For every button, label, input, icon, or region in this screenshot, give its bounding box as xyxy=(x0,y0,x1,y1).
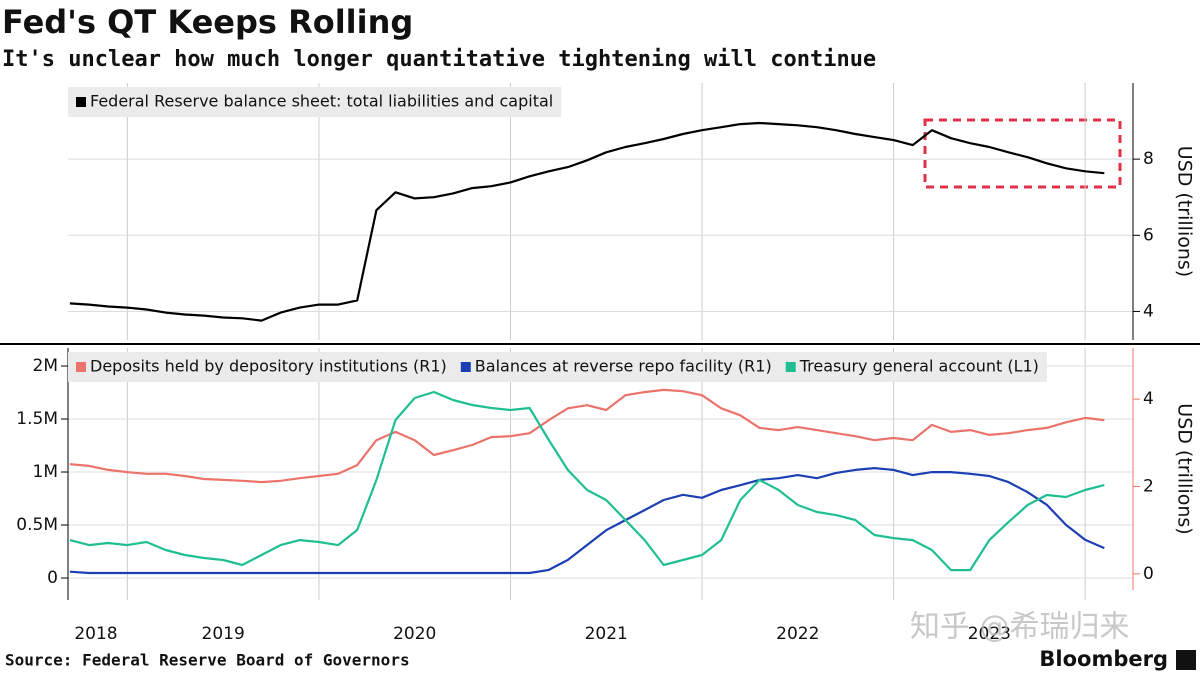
y-tick-label: 1M xyxy=(33,462,58,482)
title: Fed's QT Keeps Rolling xyxy=(2,3,413,41)
y-tick-label: 0.5M xyxy=(16,515,58,535)
legend-swatch xyxy=(785,362,796,372)
legend-background xyxy=(68,87,562,117)
legend-label: Balances at reverse repo facility (R1) xyxy=(475,357,772,376)
legend-label: Deposits held by depository institutions… xyxy=(90,357,447,376)
watermark: 知乎 @希瑞归来 xyxy=(910,610,1130,645)
plot-layer: 4 6 8 USD (trillions) Federal Reserve balanc… xyxy=(16,83,1196,644)
legend-swatch xyxy=(76,362,86,372)
y-tick-label: 0 xyxy=(47,568,58,588)
x-tick-label: 2019 xyxy=(202,624,245,644)
series-line xyxy=(69,121,1105,322)
x-tick-label: 2018 xyxy=(74,624,117,644)
y-tick-label: 2M xyxy=(33,356,58,376)
legend: Federal Reserve balance sheet: total lia… xyxy=(68,87,562,117)
y-tick-label: 1.5M xyxy=(16,409,58,429)
legend-label: Treasury general account (L1) xyxy=(799,357,1039,376)
x-tick-label: 2023 xyxy=(968,624,1011,644)
y-tick-label: 6 xyxy=(1143,225,1154,245)
axis-title: USD (trillions) xyxy=(1174,403,1196,534)
legend-background xyxy=(68,352,1047,382)
legend-label: Federal Reserve balance sheet: total lia… xyxy=(90,92,553,111)
y-tick-label: 4 xyxy=(1143,301,1154,321)
legend-swatch xyxy=(76,97,86,107)
subtitle: It's unclear how much longer quantitativ… xyxy=(2,47,876,72)
brand-icon xyxy=(1176,650,1196,670)
y2-tick-label: 2 xyxy=(1143,476,1154,496)
brand: Bloomberg xyxy=(1039,647,1168,671)
axis-title: USD (trillions) xyxy=(1174,146,1196,277)
source: Source: Federal Reserve Board of Governo… xyxy=(5,651,410,670)
x-tick-label: 2020 xyxy=(393,624,436,644)
y2-tick-label: 0 xyxy=(1143,564,1154,584)
series-line xyxy=(69,388,1105,484)
series-line xyxy=(69,467,1105,575)
x-tick-label: 2022 xyxy=(776,624,819,644)
legend-swatch xyxy=(460,362,471,372)
highlight-box xyxy=(923,118,1122,189)
y-tick-label: 8 xyxy=(1143,149,1154,169)
legend: Deposits held by depository institutions… xyxy=(68,352,1047,382)
y2-tick-label: 4 xyxy=(1143,389,1154,409)
series-line xyxy=(69,390,1105,572)
x-tick-label: 2021 xyxy=(585,624,628,644)
